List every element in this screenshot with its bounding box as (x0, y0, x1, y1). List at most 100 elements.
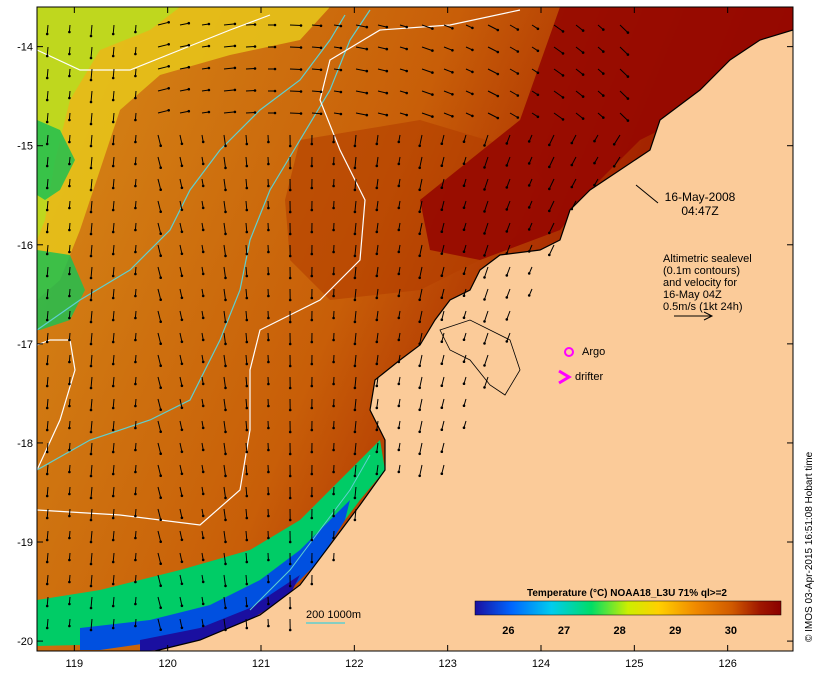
velocity-vector (289, 112, 302, 114)
velocity-vector (245, 442, 248, 453)
velocity-vector (376, 442, 379, 452)
lat-tick-label: -17 (17, 339, 33, 351)
velocity-vector-head (332, 272, 335, 276)
velocity-vector-head (310, 340, 314, 344)
velocity-vector (419, 398, 423, 410)
velocity-vector-head (332, 184, 335, 188)
velocity-vector-head (365, 113, 369, 117)
lon-tick-label: 123 (438, 658, 456, 670)
velocity-vector-head (111, 582, 115, 586)
velocity-vector (179, 178, 183, 188)
velocity-vector-head (89, 342, 93, 346)
velocity-vector-head (462, 426, 466, 430)
velocity-vector-head (224, 342, 227, 346)
lon-tick-label: 119 (66, 658, 84, 670)
velocity-vector-head (68, 624, 71, 628)
velocity-vector-head (45, 472, 49, 476)
velocity-vector-head (440, 472, 444, 476)
time-label: 04:47Z (681, 204, 718, 218)
velocity-vector (179, 530, 183, 540)
velocity-vector-head (288, 364, 292, 368)
velocity-vector-head (561, 52, 565, 55)
velocity-vector (509, 46, 519, 52)
velocity-vector (376, 156, 379, 166)
velocity-vector-head (483, 386, 486, 389)
velocity-vector-head (111, 362, 115, 366)
velocity-vector-head (375, 230, 379, 234)
velocity-vector-head (527, 184, 531, 187)
velocity-vector-head (353, 232, 357, 236)
velocity-vector (157, 21, 169, 26)
velocity-vector-head (397, 404, 401, 408)
velocity-vector (245, 464, 248, 475)
velocity-vector-head (245, 230, 249, 234)
velocity-vector (223, 23, 235, 26)
velocity-vector (245, 288, 248, 299)
velocity-vector-head (45, 186, 49, 190)
velocity-vector (506, 288, 511, 298)
velocity-vector (484, 332, 489, 344)
velocity-vector (112, 156, 115, 167)
velocity-vector-head (385, 69, 389, 73)
velocity-vector-head (397, 382, 401, 386)
velocity-vector-head (288, 210, 292, 214)
velocity-vector (441, 398, 445, 408)
drifter-label: drifter (575, 371, 603, 383)
velocity-vector-head (68, 272, 71, 276)
velocity-vector-head (353, 188, 357, 192)
velocity-vector (112, 46, 115, 57)
velocity-vector-head (111, 142, 115, 146)
velocity-vector (419, 156, 423, 168)
velocity-vector-head (353, 166, 357, 170)
velocity-vector-head (68, 162, 71, 166)
velocity-vector-head (593, 183, 596, 187)
velocity-vector-head (89, 166, 93, 170)
velocity-vector (223, 332, 226, 344)
velocity-vector (419, 332, 423, 344)
velocity-vector (376, 244, 379, 254)
velocity-vector (484, 354, 489, 366)
velocity-vector (506, 332, 511, 342)
velocity-vector (46, 310, 49, 321)
velocity-vector-head (134, 404, 137, 408)
velocity-vector (354, 464, 357, 476)
velocity-vector-head (440, 296, 444, 300)
velocity-vector-head (187, 87, 191, 91)
velocity-vector (245, 90, 256, 92)
cool-water-west-strip (37, 7, 180, 240)
velocity-vector (419, 200, 423, 212)
velocity-vector (179, 376, 183, 386)
altimetry-line-5: 0.5m/s (1kt 24h) (663, 301, 742, 313)
velocity-vector (223, 464, 226, 476)
velocity-vector (90, 310, 93, 323)
velocity-vector (419, 464, 423, 476)
velocity-vector (354, 178, 357, 190)
velocity-vector-head (471, 26, 474, 30)
velocity-vector-head (561, 74, 565, 77)
velocity-vector-head (593, 161, 596, 165)
velocity-vector-head (418, 364, 422, 368)
velocity-vector (112, 464, 115, 475)
velocity-vector-head (332, 338, 335, 342)
velocity-vector-head (375, 274, 379, 278)
velocity-vector-head (224, 430, 227, 434)
velocity-vector-head (505, 296, 509, 299)
velocity-vector (112, 222, 115, 233)
velocity-vector (46, 398, 49, 409)
velocity-vector-head (180, 142, 184, 146)
velocity-vector-head (397, 140, 401, 144)
velocity-vector (376, 332, 379, 342)
velocity-vector-head (602, 94, 605, 97)
velocity-vector (46, 200, 49, 211)
velocity-vector (90, 46, 93, 59)
velocity-vector (376, 376, 379, 386)
velocity-vector-head (134, 96, 137, 100)
velocity-vector (90, 266, 93, 279)
lon-tick-label: 122 (345, 658, 363, 670)
velocity-vector-head (253, 67, 257, 70)
lon-tick-label: 124 (532, 658, 550, 670)
velocity-vector (441, 464, 445, 474)
velocity-vector-head (310, 384, 314, 388)
velocity-vector (376, 464, 379, 474)
velocity-vector-head (89, 430, 93, 434)
